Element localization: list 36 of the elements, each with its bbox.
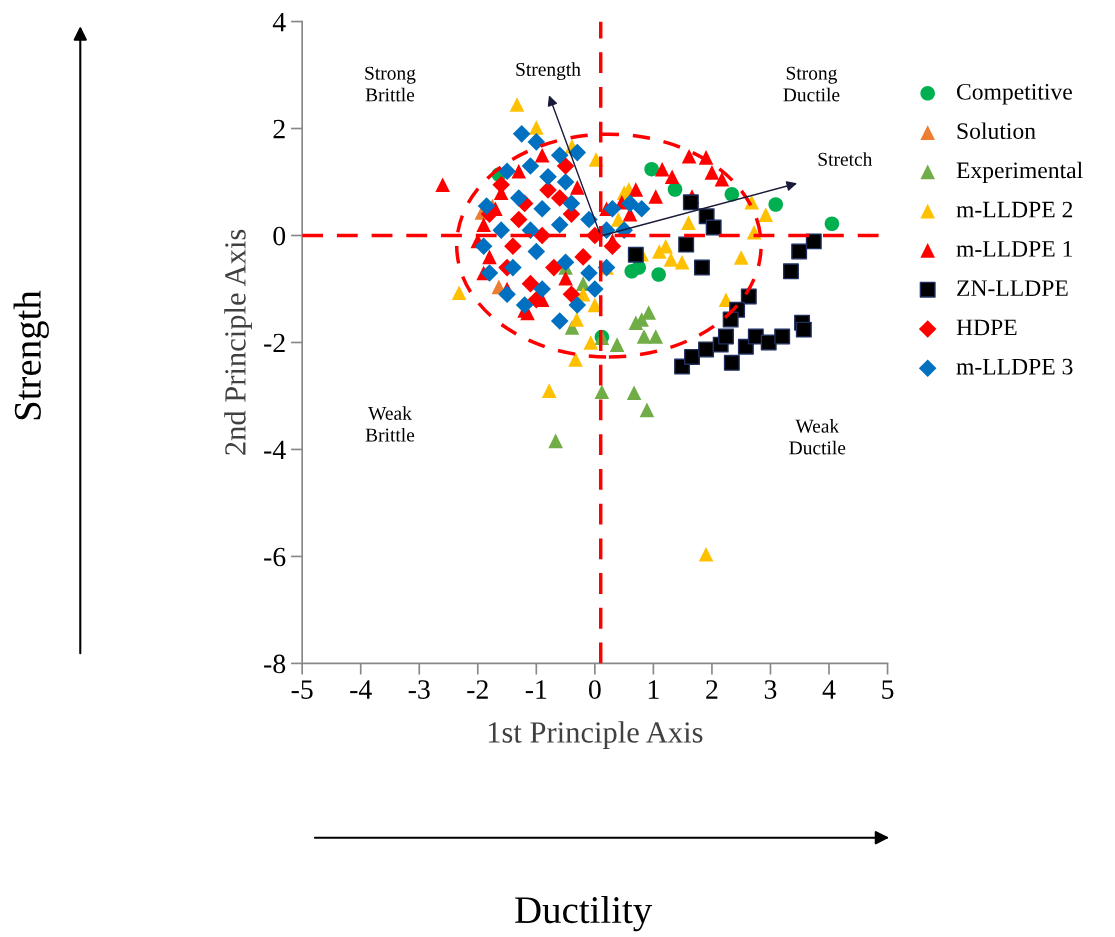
legend-label: Solution xyxy=(957,122,1036,140)
annotation: Stretch xyxy=(818,152,873,166)
y-tick-label: -2 xyxy=(264,333,285,353)
legend-label: m-LLDPE 1 xyxy=(956,241,1072,257)
legend-label: HDPE xyxy=(956,319,1017,336)
x-tick-label: 3 xyxy=(764,680,777,699)
x-tick-label: -3 xyxy=(408,680,430,699)
y-tick-label: 0 xyxy=(273,226,286,246)
legend-label: Experimental xyxy=(956,161,1083,184)
y-tick-label: -4 xyxy=(264,440,286,460)
y-tick-label: 2 xyxy=(273,119,285,139)
text: Strength xyxy=(13,290,49,420)
annotation: Strong Ductile xyxy=(783,66,840,102)
x-tick-label: -5 xyxy=(291,680,313,699)
annotation: Weak Ductile xyxy=(789,419,846,455)
x-axis-title: 1st Principle Axis xyxy=(488,721,703,749)
legend-label: Competitive xyxy=(956,83,1072,105)
legend-label: ZN-LLDPE xyxy=(957,280,1068,296)
x-tick-label: -4 xyxy=(350,680,372,699)
annotation: Weak Brittle xyxy=(365,406,415,442)
y-tick-label: -6 xyxy=(264,547,286,567)
x-tick-label: 5 xyxy=(882,680,894,699)
legend-label: m-LLDPE 2 xyxy=(956,201,1073,218)
legend-label: m-LLDPE 3 xyxy=(956,358,1073,375)
y-tick-label: 4 xyxy=(272,12,286,32)
x-tick-label: 2 xyxy=(706,680,718,699)
x-tick-label: -1 xyxy=(525,680,547,699)
x-tick-label: -2 xyxy=(467,680,488,699)
y-tick-label: -8 xyxy=(264,654,286,674)
text: Ductility xyxy=(515,895,653,932)
annotation: Strength xyxy=(516,62,581,80)
y-axis-title: 2nd Principle Axis xyxy=(224,229,252,455)
x-tick-label: 4 xyxy=(822,680,836,699)
annotation: Strong Brittle xyxy=(365,66,416,102)
x-tick-label: 0 xyxy=(588,680,601,699)
x-tick-label: 1 xyxy=(648,680,659,699)
